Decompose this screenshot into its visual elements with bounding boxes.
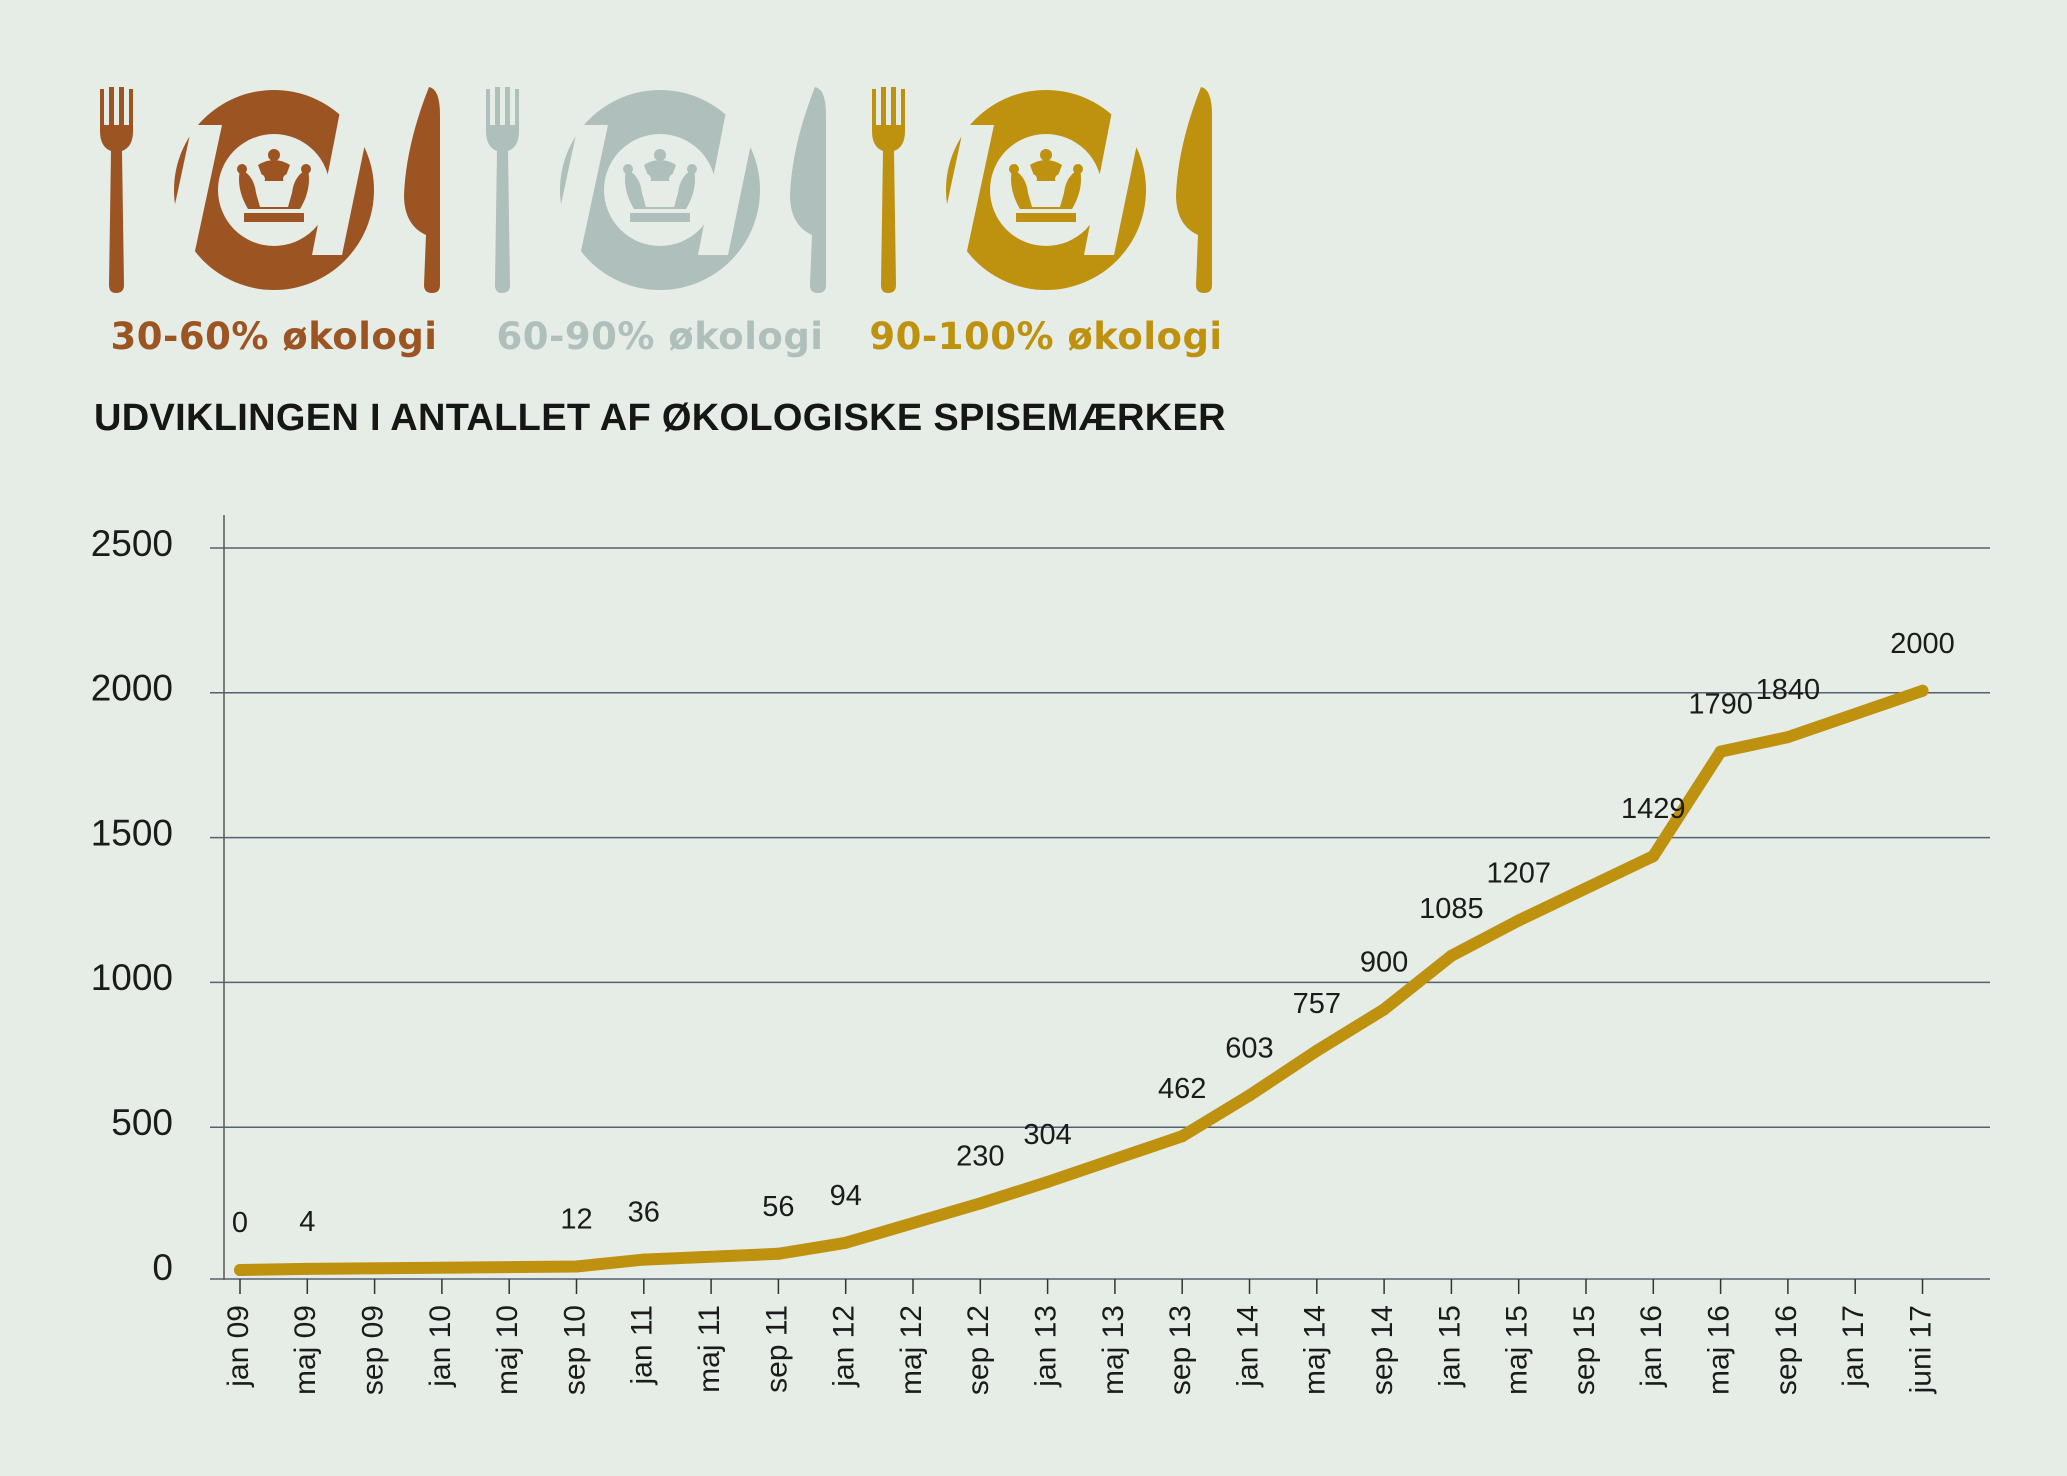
x-tick-label: maj 14	[1299, 1305, 1332, 1395]
badge-silver: 60-90% økologi	[480, 85, 840, 365]
data-label: 1790	[1688, 689, 1753, 721]
x-tick-label: sep 16	[1770, 1305, 1803, 1395]
series-line	[234, 684, 1929, 1276]
x-tick-label: maj 10	[491, 1305, 524, 1395]
data-point	[234, 1264, 246, 1276]
x-tick-label: sep 14	[1366, 1305, 1399, 1395]
data-label: 900	[1360, 946, 1408, 978]
badge-label-silver: 60-90% økologi	[496, 315, 824, 358]
data-label: 4	[299, 1206, 315, 1238]
x-tick-label: sep 12	[962, 1305, 995, 1395]
fork-plate-crown-knife-icon	[486, 87, 826, 293]
x-tick-label: maj 11	[693, 1305, 726, 1393]
x-tick-label: jan 14	[1231, 1305, 1264, 1388]
fork-plate-crown-knife-icon	[872, 87, 1212, 293]
x-tick-label: maj 15	[1501, 1305, 1534, 1395]
data-point	[1243, 1089, 1256, 1102]
x-tick-label: sep 10	[558, 1305, 591, 1395]
eco-badges: 30-60% økologi 60-90% økologi 90-100% øk…	[0, 0, 1300, 380]
knife-icon	[1176, 87, 1212, 293]
x-tick-label: jan 16	[1635, 1305, 1668, 1388]
knife-icon	[790, 87, 826, 293]
data-point	[772, 1247, 785, 1260]
crown-icon	[623, 149, 697, 222]
badge-label-gold: 90-100% økologi	[869, 315, 1223, 358]
data-point	[1445, 949, 1458, 962]
y-tick-label: 1500	[91, 812, 173, 853]
y-tick-label: 2500	[91, 523, 173, 564]
data-point	[974, 1197, 987, 1210]
data-point	[1310, 1044, 1323, 1057]
data-label: 1207	[1486, 857, 1551, 889]
data-label: 36	[628, 1197, 660, 1229]
x-tick-label: jan 17	[1837, 1305, 1870, 1388]
badge-label-bronze: 30-60% økologi	[110, 315, 438, 358]
y-tick-label: 2000	[91, 668, 173, 709]
x-tick-label: sep 09	[357, 1305, 390, 1395]
data-label: 94	[830, 1180, 862, 1212]
x-tick-label: jan 09	[222, 1305, 255, 1388]
data-label: 1085	[1419, 893, 1484, 925]
y-tick-label: 500	[111, 1102, 173, 1143]
x-tick-label: juni 17	[1904, 1305, 1937, 1394]
fork-icon	[872, 87, 905, 293]
data-point	[1512, 914, 1525, 927]
badge-bronze: 30-60% økologi	[94, 85, 454, 365]
data-label: 56	[762, 1191, 794, 1223]
data-label: 757	[1293, 988, 1341, 1020]
chart-title: UDVIKLINGEN I ANTALLET AF ØKOLOGISKE SPI…	[94, 397, 1226, 439]
data-label: 462	[1158, 1073, 1206, 1105]
y-tick-label: 1000	[91, 957, 173, 998]
data-point	[301, 1262, 314, 1275]
data-label: 2000	[1890, 628, 1955, 660]
x-tick-label: maj 16	[1703, 1305, 1736, 1395]
data-label: 1840	[1756, 674, 1821, 706]
data-label: 230	[956, 1140, 1004, 1172]
knife-icon	[404, 87, 440, 293]
fork-plate-crown-knife-icon	[100, 87, 440, 293]
x-tick-label: jan 12	[828, 1305, 861, 1388]
x-tick-label: jan 13	[1030, 1305, 1063, 1388]
fork-icon	[486, 87, 519, 293]
data-point	[1781, 731, 1794, 744]
x-tick-label: maj 12	[895, 1305, 928, 1395]
data-label: 12	[560, 1204, 592, 1236]
data-point	[1647, 850, 1660, 863]
x-tick-label: maj 09	[289, 1305, 322, 1395]
x-tick-label: jan 15	[1433, 1305, 1466, 1388]
x-tick-label: sep 15	[1568, 1305, 1601, 1395]
data-point	[1714, 745, 1727, 758]
x-tick-label: jan 11	[626, 1305, 659, 1386]
data-point	[1378, 1003, 1391, 1016]
data-label: 1429	[1621, 793, 1686, 825]
fork-icon	[100, 87, 133, 293]
crown-icon	[237, 149, 311, 222]
data-point	[637, 1253, 650, 1266]
x-tick-label: sep 13	[1164, 1305, 1197, 1395]
crown-icon	[1009, 149, 1083, 222]
data-label: 304	[1023, 1119, 1071, 1151]
data-label: 0	[232, 1207, 248, 1239]
x-tick-label: maj 13	[1097, 1305, 1130, 1395]
data-point	[1176, 1130, 1189, 1143]
data-point	[1916, 684, 1929, 697]
data-point	[839, 1236, 852, 1249]
badge-gold: 90-100% økologi	[866, 85, 1226, 365]
x-tick-label: jan 10	[424, 1305, 457, 1388]
y-tick-label: 0	[152, 1247, 173, 1288]
data-label: 603	[1225, 1032, 1273, 1064]
x-tick-label: sep 11	[760, 1305, 793, 1393]
data-point	[1041, 1175, 1054, 1188]
data-point	[570, 1260, 583, 1273]
